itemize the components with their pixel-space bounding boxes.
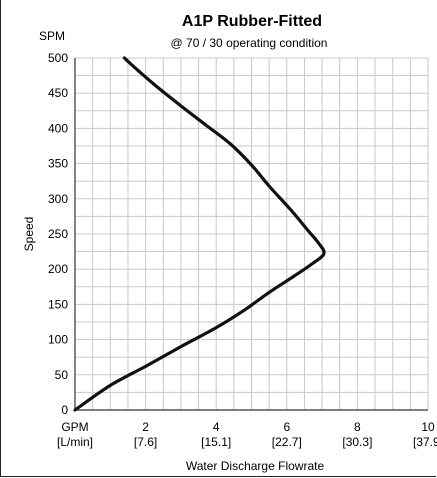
series-line [73,56,326,412]
x-tick-label-secondary: [30.3] [342,435,372,449]
grid [74,57,429,411]
x-unit-secondary: [L/min] [57,435,93,449]
x-tick-label: 6 [283,420,290,434]
x-tick-label: 4 [213,420,220,434]
x-tick-label: 8 [354,420,361,434]
y-tick-label: 450 [48,86,68,100]
y-tick-label: 400 [48,121,68,135]
x-axis-label: Water Discharge Flowrate [186,459,325,473]
x-tick-label-secondary: [7.6] [134,435,157,449]
y-tick-label: 250 [48,227,68,241]
y-tick-label: 500 [48,51,68,65]
series-layer [73,56,326,412]
x-tick-label: 10 [421,420,435,434]
tick-labels: 0 50 100 150 200 250 300 350 400 450 500 2[7.6] 4[15… [48,51,437,449]
y-tick-label: 0 [61,403,68,417]
y-tick-label: 100 [48,333,68,347]
x-tick-label-secondary: [22.7] [272,435,302,449]
x-tick-label-secondary: [37.9] [413,435,437,449]
y-tick-label: 200 [48,262,68,276]
x-tick-label-secondary: [15.1] [201,435,231,449]
y-tick-label: 50 [55,368,69,382]
y-tick-label: 350 [48,157,68,171]
y-unit-label: SPM [39,29,65,43]
chart-title: A1P Rubber-Fitted [182,13,322,30]
y-tick-label: 300 [48,192,68,206]
x-tick-label: 2 [142,420,149,434]
x-unit-primary: GPM [61,420,88,434]
y-axis-label: Speed [22,217,36,252]
chart-subtitle: @ 70 / 30 operating condition [171,36,328,50]
y-tick-label: 150 [48,297,68,311]
